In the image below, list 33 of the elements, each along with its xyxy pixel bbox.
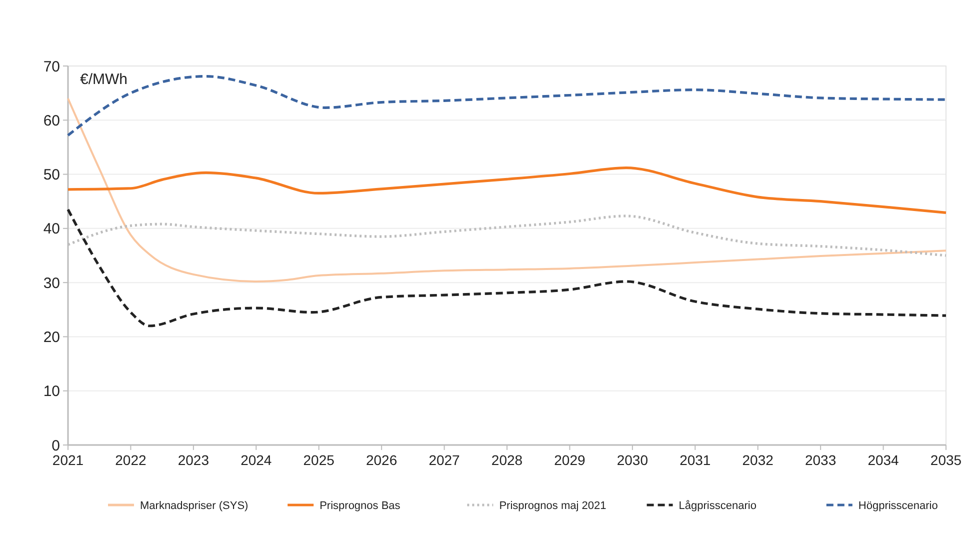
line-series xyxy=(66,166,948,214)
x-tick-label: 2022 xyxy=(115,452,146,468)
x-tick-label: 2032 xyxy=(742,452,774,468)
legend-label: Prisprognos maj 2021 xyxy=(499,500,606,512)
x-tick-label: 2024 xyxy=(240,452,272,468)
legend-label: Prisprognos Bas xyxy=(320,500,401,512)
line-series xyxy=(66,74,948,137)
legend-label: Marknadspriser (SYS) xyxy=(140,500,248,512)
legend-label: Högprisscenario xyxy=(858,500,938,512)
y-tick-label: 0 xyxy=(52,437,60,454)
y-tick-label: 40 xyxy=(43,220,60,238)
x-tick-label: 2029 xyxy=(554,452,586,468)
y-tick-label: 70 xyxy=(43,58,60,76)
x-tick-label: 2034 xyxy=(868,452,900,468)
x-tick-label: 2028 xyxy=(491,452,523,468)
y-tick-label: 50 xyxy=(43,166,60,184)
legend-label: Lågprisscenario xyxy=(678,500,756,512)
x-tick-label: 2031 xyxy=(680,452,711,468)
x-tick-label: 2023 xyxy=(178,452,210,468)
line-series xyxy=(66,208,948,328)
y-tick-label: 60 xyxy=(43,112,60,130)
y-tick-label: 20 xyxy=(43,328,60,346)
y-axis-title: €/MWh xyxy=(80,71,128,88)
line-series xyxy=(67,97,947,282)
y-tick-label: 10 xyxy=(43,383,60,400)
x-tick-label: 2033 xyxy=(804,452,836,468)
x-tick-label: 2035 xyxy=(930,452,962,468)
x-tick-label: 2027 xyxy=(428,452,460,468)
x-tick-label: 2025 xyxy=(303,452,335,468)
x-tick-label: 2021 xyxy=(52,452,84,468)
x-tick-label: 2030 xyxy=(616,452,648,468)
y-tick-label: 30 xyxy=(43,274,60,292)
x-tick-label: 2026 xyxy=(366,452,398,468)
